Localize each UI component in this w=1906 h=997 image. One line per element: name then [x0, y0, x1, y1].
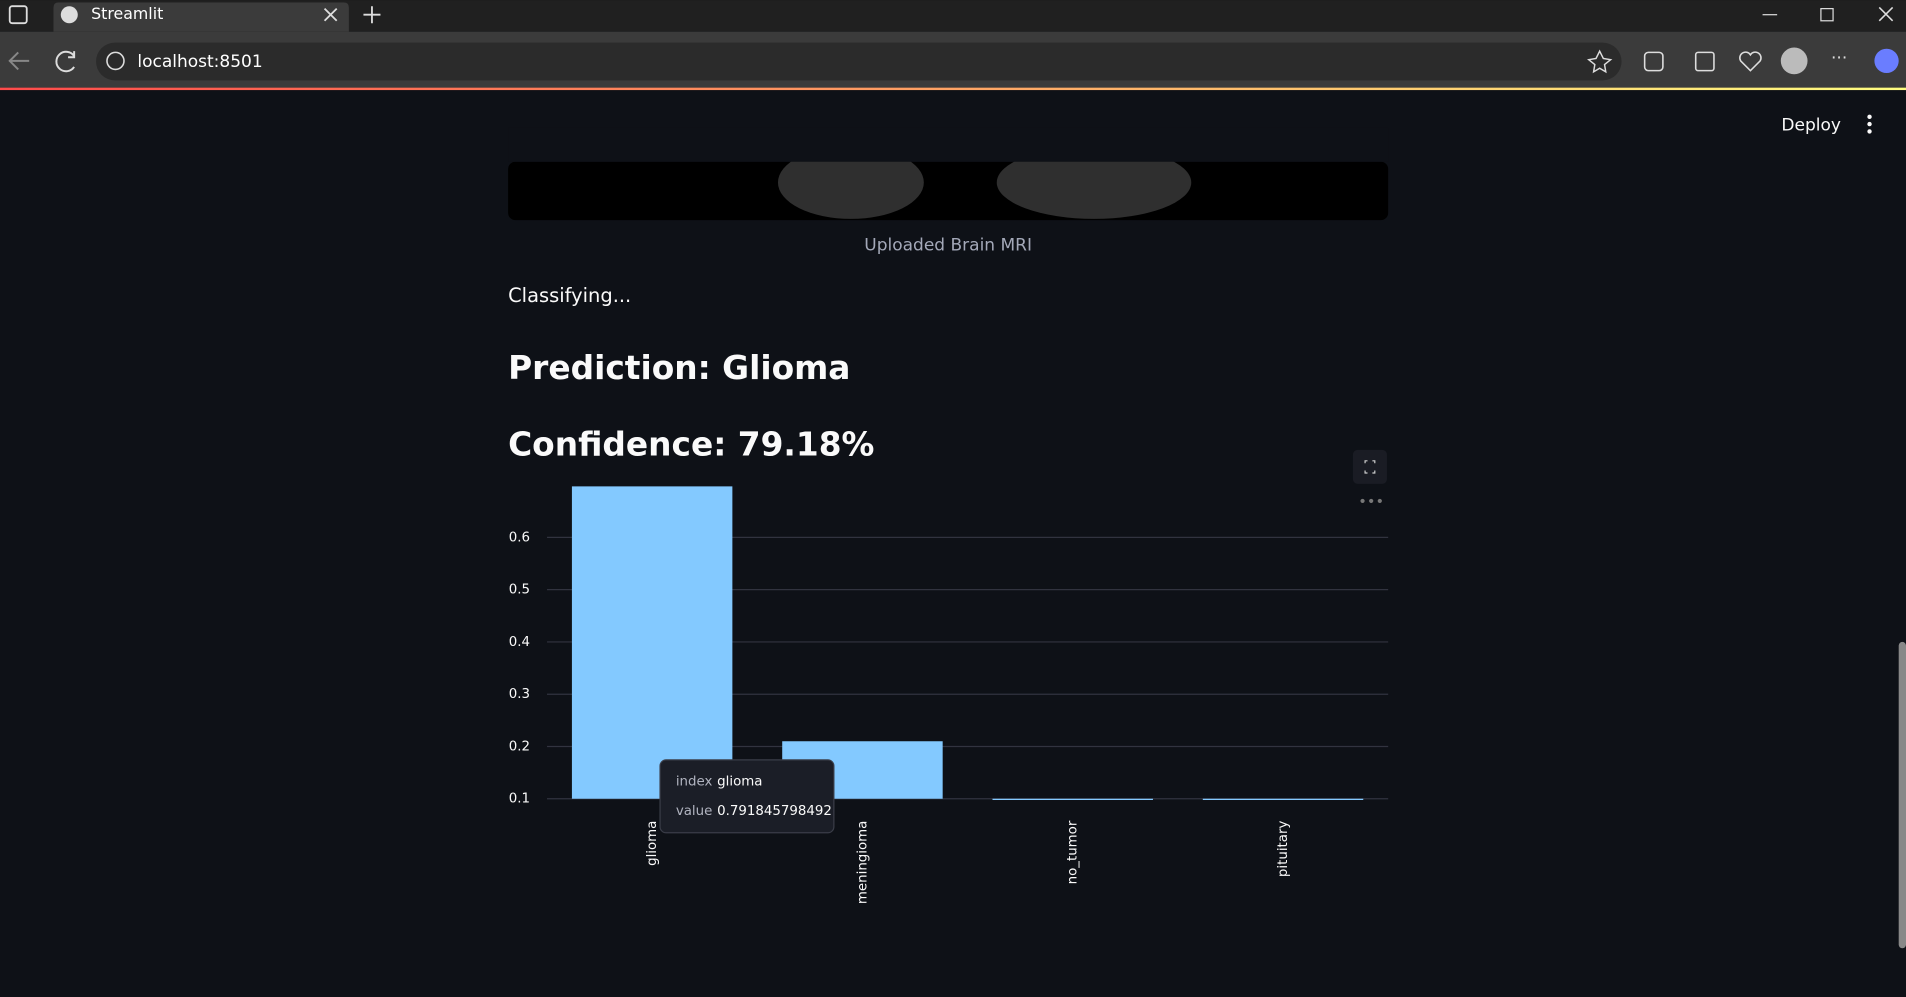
- favorites[interactable]: [1694, 51, 1715, 72]
- chart-menu[interactable]: •••: [1358, 493, 1384, 510]
- chart: 0.1 0.2 0.3 0.4 0.5 0.6 glioma meningioma no_tum…: [509, 486, 1389, 904]
- scrollbar[interactable]: [1898, 641, 1906, 949]
- url: localhost:8501: [137, 52, 262, 72]
- tab-title: Streamlit: [91, 4, 163, 23]
- favorite-button[interactable]: [1587, 49, 1613, 74]
- tooltip: index glioma value 0.791845798492: [659, 759, 835, 834]
- x-tick-label: glioma: [645, 821, 660, 866]
- bar: [571, 486, 733, 799]
- tooltip-box: [659, 759, 835, 834]
- y-tick-label: 0.6: [509, 530, 530, 545]
- tooltip-key: index: [676, 775, 713, 790]
- main-menu[interactable]: [1867, 114, 1872, 134]
- mri-detail: [996, 145, 1192, 219]
- reload-button[interactable]: [55, 50, 76, 73]
- fullscreen-icon: [1364, 460, 1376, 474]
- restore[interactable]: [1820, 8, 1834, 22]
- tooltip-value: 0.791845798492: [717, 804, 832, 819]
- site-info[interactable]: [106, 51, 125, 71]
- tab-actions[interactable]: [8, 5, 28, 25]
- x-tick-label: meningioma: [855, 821, 870, 904]
- tooltip-value: glioma: [717, 775, 762, 790]
- fullscreen-button[interactable]: [1352, 449, 1387, 484]
- x-tick-label: no_tumor: [1066, 820, 1081, 884]
- extensions[interactable]: [1643, 51, 1664, 72]
- status-text: Classifying...: [508, 284, 631, 307]
- y-tick-label: 0.3: [509, 687, 530, 702]
- copilot[interactable]: [1874, 48, 1899, 74]
- confidence-heading: Confidence: 79.18%: [508, 426, 874, 464]
- mri-detail: [777, 145, 924, 219]
- prediction-heading: Prediction: Glioma: [508, 349, 850, 387]
- bar: [1202, 798, 1364, 800]
- image-caption: Uploaded Brain MRI: [864, 236, 1032, 256]
- address-bar[interactable]: [96, 42, 1622, 81]
- tab-close[interactable]: [323, 7, 338, 22]
- y-tick-label: 0.5: [509, 583, 530, 598]
- mri-image: [508, 161, 1389, 221]
- profile[interactable]: [1780, 47, 1808, 75]
- close-window[interactable]: [1878, 6, 1894, 22]
- header-decoration: [0, 87, 1906, 91]
- scroll-mask: [508, 127, 1389, 162]
- back-button[interactable]: [8, 51, 30, 71]
- new-tab[interactable]: [363, 6, 381, 24]
- tooltip-key: value: [676, 804, 713, 819]
- y-tick-label: 0.1: [509, 792, 530, 807]
- deploy-button[interactable]: Deploy: [1781, 115, 1841, 135]
- tab-icon: [60, 6, 78, 24]
- bar: [992, 798, 1153, 800]
- y-tick-label: 0.4: [509, 635, 530, 650]
- health[interactable]: [1739, 51, 1762, 72]
- y-tick-label: 0.2: [509, 739, 530, 754]
- bars: [571, 486, 1364, 800]
- more-menu[interactable]: ···: [1831, 48, 1847, 68]
- x-tick-label: pituitary: [1276, 821, 1291, 878]
- active-tab[interactable]: [53, 2, 349, 32]
